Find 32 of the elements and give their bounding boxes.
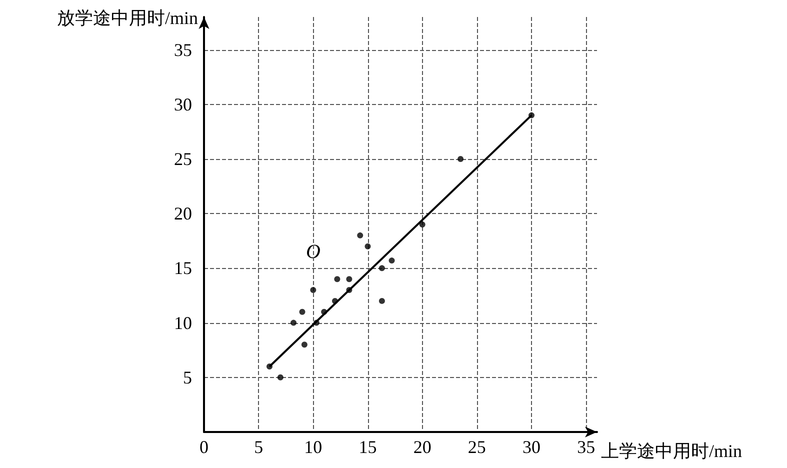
point (378, 298, 385, 304)
point (299, 308, 306, 315)
x-tick-label: 15 (358, 437, 377, 457)
point (388, 258, 395, 264)
y-tick-label: 35 (174, 40, 192, 60)
x-tick-label: 25 (468, 437, 486, 457)
y-tick-label: 25 (174, 148, 192, 169)
y-tick-label: 15 (174, 258, 192, 278)
y-tick-label: 5 (183, 367, 192, 388)
x-tick-label: 0 (200, 437, 208, 457)
point (357, 232, 364, 238)
annotation: O (306, 241, 320, 263)
x-axis-title: 上学途中用时/min (601, 441, 742, 461)
point (419, 222, 426, 228)
x-tick-label: 10 (304, 437, 322, 457)
point (277, 374, 284, 380)
x-tick-label: 30 (522, 437, 540, 457)
point (458, 156, 464, 162)
x-tick-label: 20 (413, 437, 432, 457)
point (364, 243, 371, 250)
x-tick-label: 35 (577, 437, 596, 457)
y-tick-label: 20 (174, 204, 192, 224)
point (290, 320, 297, 326)
point (301, 342, 308, 348)
point (334, 276, 340, 282)
y-axis-title: 放学途中用时/min (56, 8, 198, 28)
x-tick-label: 5 (254, 437, 264, 457)
point (378, 265, 385, 272)
y-tick-label: 10 (174, 312, 192, 333)
point (310, 287, 316, 294)
y-tick-label: 30 (174, 94, 192, 114)
point (346, 276, 352, 282)
